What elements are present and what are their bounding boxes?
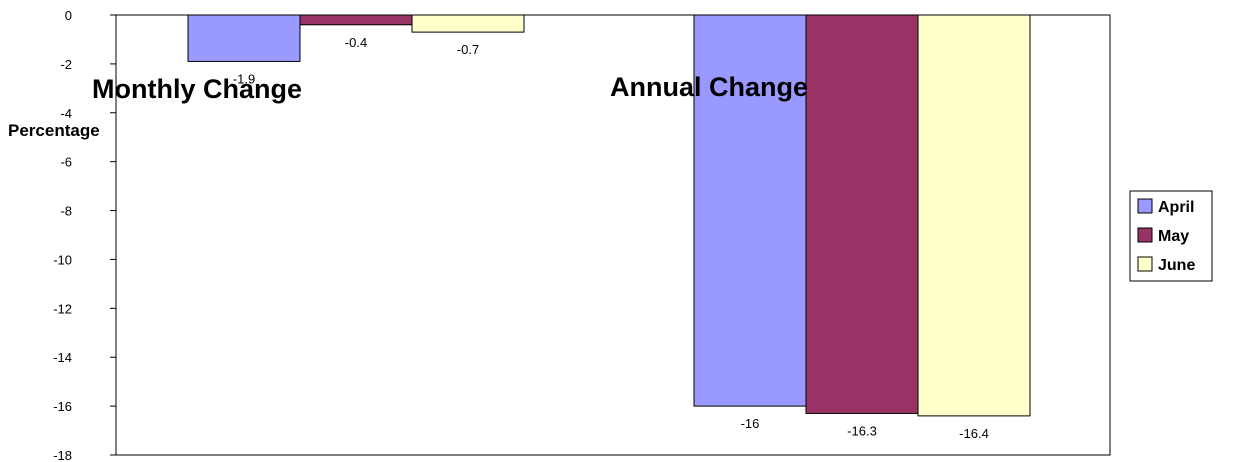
category-label-monthly: Monthly Change	[92, 74, 302, 104]
legend-label-may: May	[1158, 228, 1189, 245]
data-label: -16	[741, 416, 760, 431]
data-label: -0.4	[345, 35, 367, 50]
y-tick-label: -4	[60, 106, 72, 121]
category-label-annual: Annual Change	[610, 72, 808, 102]
bar-april-monthly	[187, 14, 301, 62]
legend: April May June	[1129, 190, 1213, 282]
bar-may-monthly	[299, 14, 413, 26]
y-axis-label: Percentage	[8, 121, 100, 140]
bar-may-annual	[805, 14, 919, 414]
data-label: -1.9	[233, 71, 255, 86]
y-tick-label: -12	[53, 301, 72, 316]
y-tick-label: -2	[60, 57, 72, 72]
y-tick-label: 0	[65, 8, 72, 23]
data-label: -16.4	[959, 426, 989, 441]
y-tick-label: -16	[53, 399, 72, 414]
bar-series	[187, 14, 1031, 417]
data-label: -16.3	[847, 423, 877, 438]
bar-june-monthly	[411, 14, 525, 33]
y-tick-label: -10	[53, 252, 72, 267]
y-axis: 0 -2 -4 -6 -8 -10 -12 -14 -16 -18	[53, 8, 116, 462]
legend-label-june: June	[1158, 257, 1195, 274]
y-tick-label: -8	[60, 204, 72, 219]
y-tick-label: -6	[60, 155, 72, 170]
bar-april-annual	[693, 14, 807, 407]
y-tick-label: -18	[53, 448, 72, 462]
y-tick-label: -14	[53, 350, 72, 365]
bar-june-annual	[917, 14, 1031, 417]
data-labels: -1.9 -16 -0.4 -16.3 -0.7 -16.4	[233, 35, 989, 441]
legend-swatch-april	[1137, 198, 1153, 214]
data-label: -0.7	[457, 42, 479, 57]
legend-swatch-may	[1137, 227, 1153, 243]
legend-swatch-june	[1137, 256, 1153, 272]
legend-label-april: April	[1158, 199, 1194, 216]
